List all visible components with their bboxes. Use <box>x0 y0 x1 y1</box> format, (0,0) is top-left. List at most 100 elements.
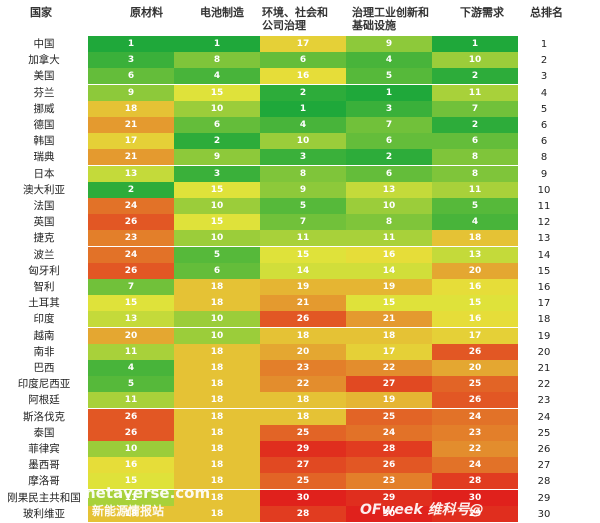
rank-cell: 7 <box>346 117 432 133</box>
rank-cell: 13 <box>88 165 174 182</box>
rank-cell: 8 <box>174 52 260 69</box>
rank-cell: 17 <box>88 133 174 150</box>
rank-cell: 16 <box>432 311 518 328</box>
rank-cell: 5 <box>260 198 346 214</box>
rank-cell: 2 <box>346 149 432 166</box>
rank-cell: 18 <box>174 376 260 393</box>
rank-cell: 10 <box>174 198 260 214</box>
rank-cell: 28 <box>432 473 518 490</box>
rank-cell: 5 <box>432 198 518 214</box>
rank-cell: 18 <box>346 327 432 344</box>
total-rank: 4 <box>540 87 548 99</box>
total-rank: 15 <box>537 265 551 277</box>
country-label: 日本 <box>33 167 55 180</box>
country-label: 玻利维亚 <box>23 507 65 520</box>
rank-cell: 18 <box>174 392 260 409</box>
rank-cell: 18 <box>260 327 346 344</box>
rank-cell: 26 <box>88 214 174 231</box>
country-label: 匈牙利 <box>28 264 60 277</box>
rank-cell: 2 <box>432 117 518 133</box>
rank-cell: 22 <box>346 360 432 376</box>
rank-cell: 29 <box>346 489 432 506</box>
total-rank: 16 <box>537 282 551 293</box>
rank-cell: 8 <box>346 214 432 231</box>
rank-cell: 18 <box>174 343 260 360</box>
rank-cell: 24 <box>432 457 518 474</box>
country-label: 英国 <box>33 216 55 229</box>
country-label: 印度尼西亚 <box>17 378 71 391</box>
rank-cell: 26 <box>346 457 432 474</box>
total-rank: 22 <box>537 379 551 391</box>
total-rank: 26 <box>537 444 551 455</box>
rank-cell: 1 <box>174 36 260 52</box>
rank-cell: 26 <box>260 311 346 328</box>
rank-cell: 6 <box>174 262 260 279</box>
country-label: 巴西 <box>33 362 55 374</box>
total-rank: 25 <box>537 427 551 439</box>
header-category-3: 环境、社会和 公司治理 <box>262 6 328 32</box>
rank-cell: 30 <box>346 505 432 522</box>
total-rank: 28 <box>537 476 551 488</box>
rank-cell: 8 <box>260 165 346 182</box>
rank-cell: 3 <box>346 100 432 117</box>
rank-cell: 25 <box>432 376 518 393</box>
rank-cell: 4 <box>174 68 260 85</box>
watermark-left-sub: 新能源情报站 <box>92 504 165 518</box>
country-label: 阿根廷 <box>28 394 60 407</box>
rank-cell: 26 <box>432 392 518 409</box>
header-category-4: 治理工业创新和 基础设施 <box>352 6 429 32</box>
rank-cell: 11 <box>432 181 518 198</box>
rank-cell: 11 <box>88 392 174 409</box>
rank-cell: 5 <box>174 246 260 263</box>
rank-cell: 18 <box>174 279 260 295</box>
rank-cell: 1 <box>346 84 432 101</box>
rank-cell: 27 <box>260 457 346 474</box>
rank-cell: 15 <box>174 181 260 198</box>
rank-cell: 15 <box>260 246 346 263</box>
rank-cell: 15 <box>88 295 174 312</box>
rank-cell: 14 <box>260 262 346 279</box>
country-label: 韩国 <box>33 135 55 148</box>
rank-cell: 7 <box>88 279 174 295</box>
country-label: 加拿大 <box>28 54 60 67</box>
total-rank: 9 <box>540 168 548 180</box>
rank-cell: 15 <box>346 295 432 312</box>
rank-cell: 2 <box>174 133 260 150</box>
rank-cell: 15 <box>174 214 260 231</box>
country-label: 土耳其 <box>28 297 60 310</box>
rank-cell: 18 <box>88 100 174 117</box>
rank-cell: 18 <box>174 295 260 312</box>
country-label: 挪威 <box>33 102 55 115</box>
total-rank: 8 <box>540 152 548 164</box>
country-label: 菲律宾 <box>28 443 60 455</box>
country-label: 智利 <box>33 281 55 293</box>
rank-cell: 19 <box>346 279 432 295</box>
total-rank: 1 <box>540 39 548 50</box>
rank-cell: 6 <box>432 133 518 150</box>
country-label: 斯洛伐克 <box>23 410 65 423</box>
total-rank: 2 <box>540 55 548 67</box>
header-category-1: 原材料 <box>130 6 163 19</box>
rank-cell: 18 <box>174 360 260 376</box>
country-label: 波兰 <box>33 248 55 261</box>
country-label: 越南 <box>33 329 55 342</box>
rank-cell: 13 <box>432 246 518 263</box>
total-rank: 3 <box>540 71 548 83</box>
rank-cell: 2 <box>432 68 518 85</box>
rank-cell: 20 <box>432 360 518 376</box>
rank-cell: 20 <box>88 327 174 344</box>
rank-cell: 18 <box>174 505 260 522</box>
total-rank: 13 <box>537 233 551 245</box>
rank-cell: 16 <box>346 246 432 263</box>
rank-cell: 13 <box>346 181 432 198</box>
rank-cell: 22 <box>260 376 346 393</box>
watermark-left: netaverse.com <box>85 484 211 502</box>
rank-cell: 2 <box>88 181 174 198</box>
rank-cell: 4 <box>260 117 346 133</box>
rank-cell: 10 <box>88 441 174 457</box>
rank-cell: 17 <box>432 327 518 344</box>
rank-cell: 25 <box>260 473 346 490</box>
total-rank: 27 <box>537 460 551 472</box>
rank-cell: 6 <box>346 165 432 182</box>
rank-cell: 28 <box>346 441 432 457</box>
